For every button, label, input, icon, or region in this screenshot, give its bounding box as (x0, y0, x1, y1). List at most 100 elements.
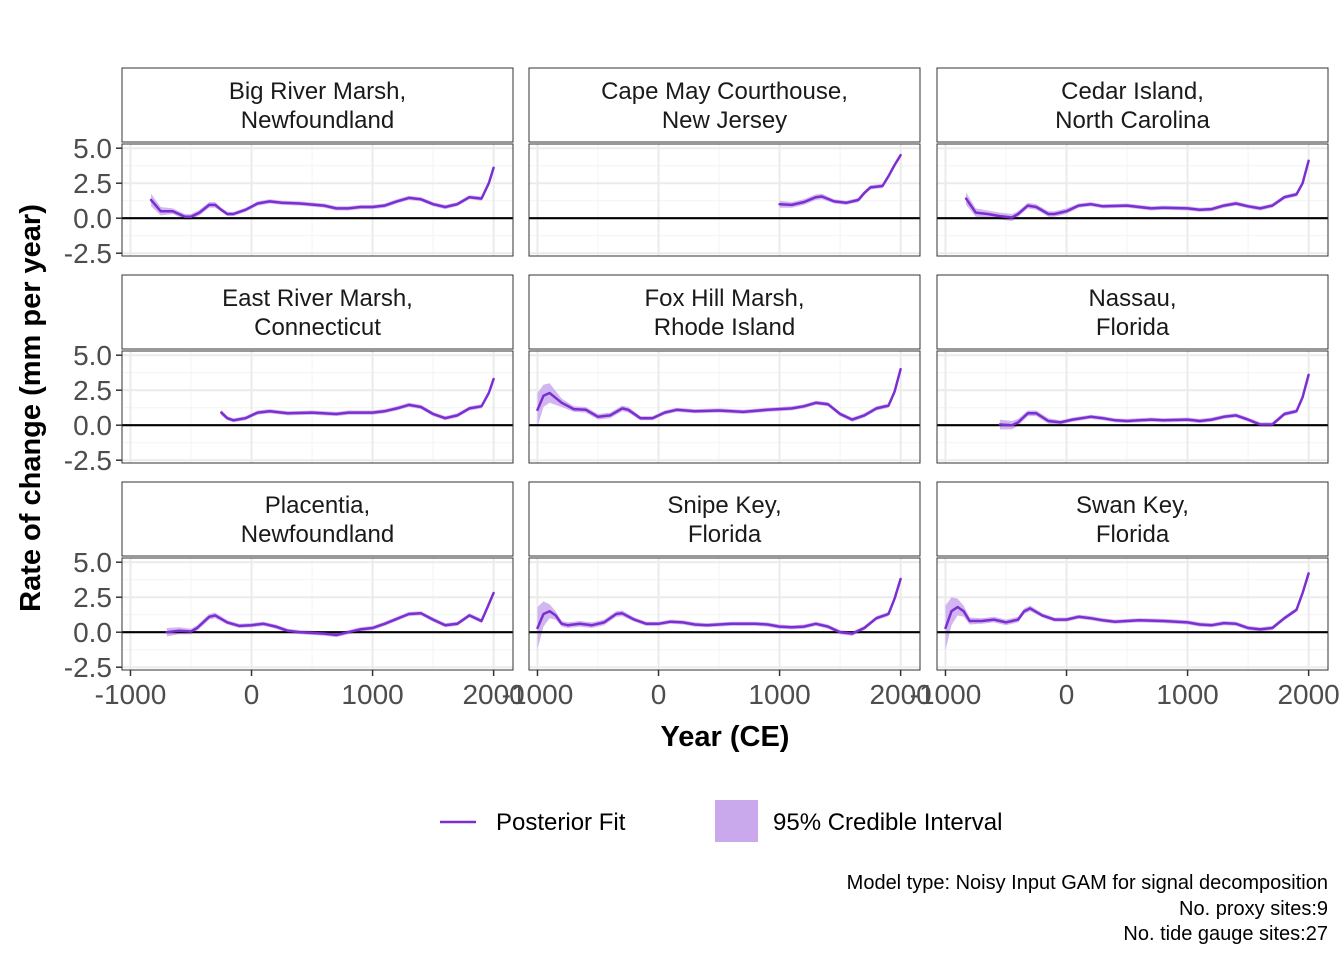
plot-background (937, 144, 1328, 256)
facet-title-line: Snipe Key, (667, 492, 781, 519)
plot-background (529, 351, 920, 463)
legend: Posterior Fit 95% Credible Interval (440, 800, 1002, 842)
panel-border (528, 350, 921, 464)
plot-background (937, 351, 1328, 463)
plot-background (529, 558, 920, 670)
y-tick-label: -2.5 (64, 652, 112, 683)
credible-interval-ribbon (537, 367, 901, 427)
posterior-fit-line (964, 159, 1310, 219)
panel-border (121, 350, 514, 464)
facet-strip (528, 67, 921, 143)
plot-area (529, 351, 920, 463)
plot-area (122, 144, 513, 256)
facet-title-line: Cape May Courthouse, (601, 78, 848, 105)
posterior-fit-line (220, 377, 495, 422)
posterior-fit-line (165, 591, 495, 637)
y-axis-title: Rate of change (mm per year) (15, 204, 47, 612)
x-axis-title: Year (CE) (661, 721, 790, 753)
posterior-fit-line (944, 572, 1310, 631)
plot-area (122, 351, 513, 463)
facet-title-line: Big River Marsh, (229, 78, 406, 105)
x-tick-label: 0 (244, 679, 260, 710)
plot-background (122, 558, 513, 670)
facet-title-line: Florida (688, 521, 762, 548)
credible-interval-ribbon (221, 377, 494, 423)
y-tick-label: 2.5 (73, 375, 112, 406)
plot-area (937, 351, 1328, 463)
facet-title-line: North Carolina (1055, 107, 1210, 134)
posterior-fit-line (536, 577, 902, 635)
x-tick-label: -1000 (910, 679, 982, 710)
facet-strip (528, 274, 921, 350)
y-tick-label: 5.0 (73, 547, 112, 578)
facet-title-line: Fox Hill Marsh, (644, 285, 804, 312)
x-tick-label: 0 (651, 679, 667, 710)
facet-strip (528, 481, 921, 557)
caption: Model type: Noisy Input GAM for signal d… (847, 872, 1328, 945)
facet-title-line: East River Marsh, (222, 285, 413, 312)
facet-strip (936, 481, 1329, 557)
plot-background (122, 351, 513, 463)
legend-ci-label: 95% Credible Interval (773, 809, 1002, 836)
facet-title-line: Rhode Island (654, 314, 795, 341)
panel-border (528, 143, 921, 257)
x-tick-label: 1000 (748, 679, 810, 710)
legend-fit-label: Posterior Fit (496, 809, 626, 836)
facet-title-line: Newfoundland (241, 107, 394, 134)
posterior-fit-line (998, 373, 1310, 427)
x-tick-label: 2000 (462, 679, 524, 710)
facet-panel-1: Big River Marsh,Newfoundland -2.5 0.0 2.5 5.… (64, 67, 514, 269)
facet-title-line: New Jersey (662, 107, 787, 134)
panel-border (121, 557, 514, 671)
facet-panel-4: East River Marsh,Connecticut -2.5 0.0 2.5 5.… (64, 274, 514, 476)
y-tick-label: 5.0 (73, 133, 112, 164)
x-tick-label: 2000 (869, 679, 931, 710)
posterior-fit-line (149, 166, 495, 219)
plot-area (529, 144, 920, 256)
x-tick-label: 0 (1059, 679, 1075, 710)
facet-panel-6: Nassau,Florida (936, 274, 1329, 464)
plot-area (937, 558, 1328, 670)
panel-border (936, 143, 1329, 257)
facet-panel-2: Cape May Courthouse,New Jersey (528, 67, 921, 257)
caption-line-2: No. proxy sites:9 (1179, 898, 1328, 920)
caption-line-1: Model type: Noisy Input GAM for signal d… (847, 872, 1328, 894)
facet-panel-8: Snipe Key,Florida (528, 481, 921, 676)
panels-layer: Big River Marsh,Newfoundland-2.50.02.55.… (64, 67, 1329, 683)
facet-panel-9: Swan Key,Florida (936, 481, 1329, 676)
y-tick-label: 2.5 (73, 168, 112, 199)
x-tick-label: 1000 (1156, 679, 1218, 710)
panel-border (936, 557, 1329, 671)
facet-panel-5: Fox Hill Marsh,Rhode Island (528, 274, 921, 464)
facet-title-line: Connecticut (254, 314, 381, 341)
panel-border (936, 350, 1329, 464)
legend-ci-swatch (715, 800, 758, 842)
facet-title-line: Newfoundland (241, 521, 394, 548)
facet-title-line: Florida (1096, 314, 1170, 341)
x-tick-label: 1000 (341, 679, 403, 710)
plot-background (122, 144, 513, 256)
facet-strip (121, 481, 514, 557)
y-tick-label: 0.0 (73, 617, 112, 648)
x-tick-label: 2000 (1277, 679, 1339, 710)
facet-title-line: Placentia, (265, 492, 370, 519)
plot-area (529, 558, 920, 670)
y-tick-label: 5.0 (73, 340, 112, 371)
x-tick-label: -1000 (502, 679, 574, 710)
y-tick-label: 0.0 (73, 410, 112, 441)
y-tick-label: -2.5 (64, 445, 112, 476)
plot-background (529, 144, 920, 256)
facet-strip (121, 67, 514, 143)
facet-panel-7: Placentia,Newfoundland -2.5 0.0 2.5 5.0 (64, 481, 514, 683)
credible-interval-ribbon (151, 166, 494, 220)
facet-strip (121, 274, 514, 350)
axes-layer: -1000 0 1000 2000-1000 0 1000 2000-1000 0 1000 20… (95, 679, 1340, 710)
y-tick-label: 2.5 (73, 582, 112, 613)
y-tick-label: 0.0 (73, 203, 112, 234)
facet-title-line: Cedar Island, (1061, 78, 1204, 105)
plot-area (122, 558, 513, 670)
y-tick-label: -2.5 (64, 238, 112, 269)
posterior-fit-line (536, 367, 902, 421)
